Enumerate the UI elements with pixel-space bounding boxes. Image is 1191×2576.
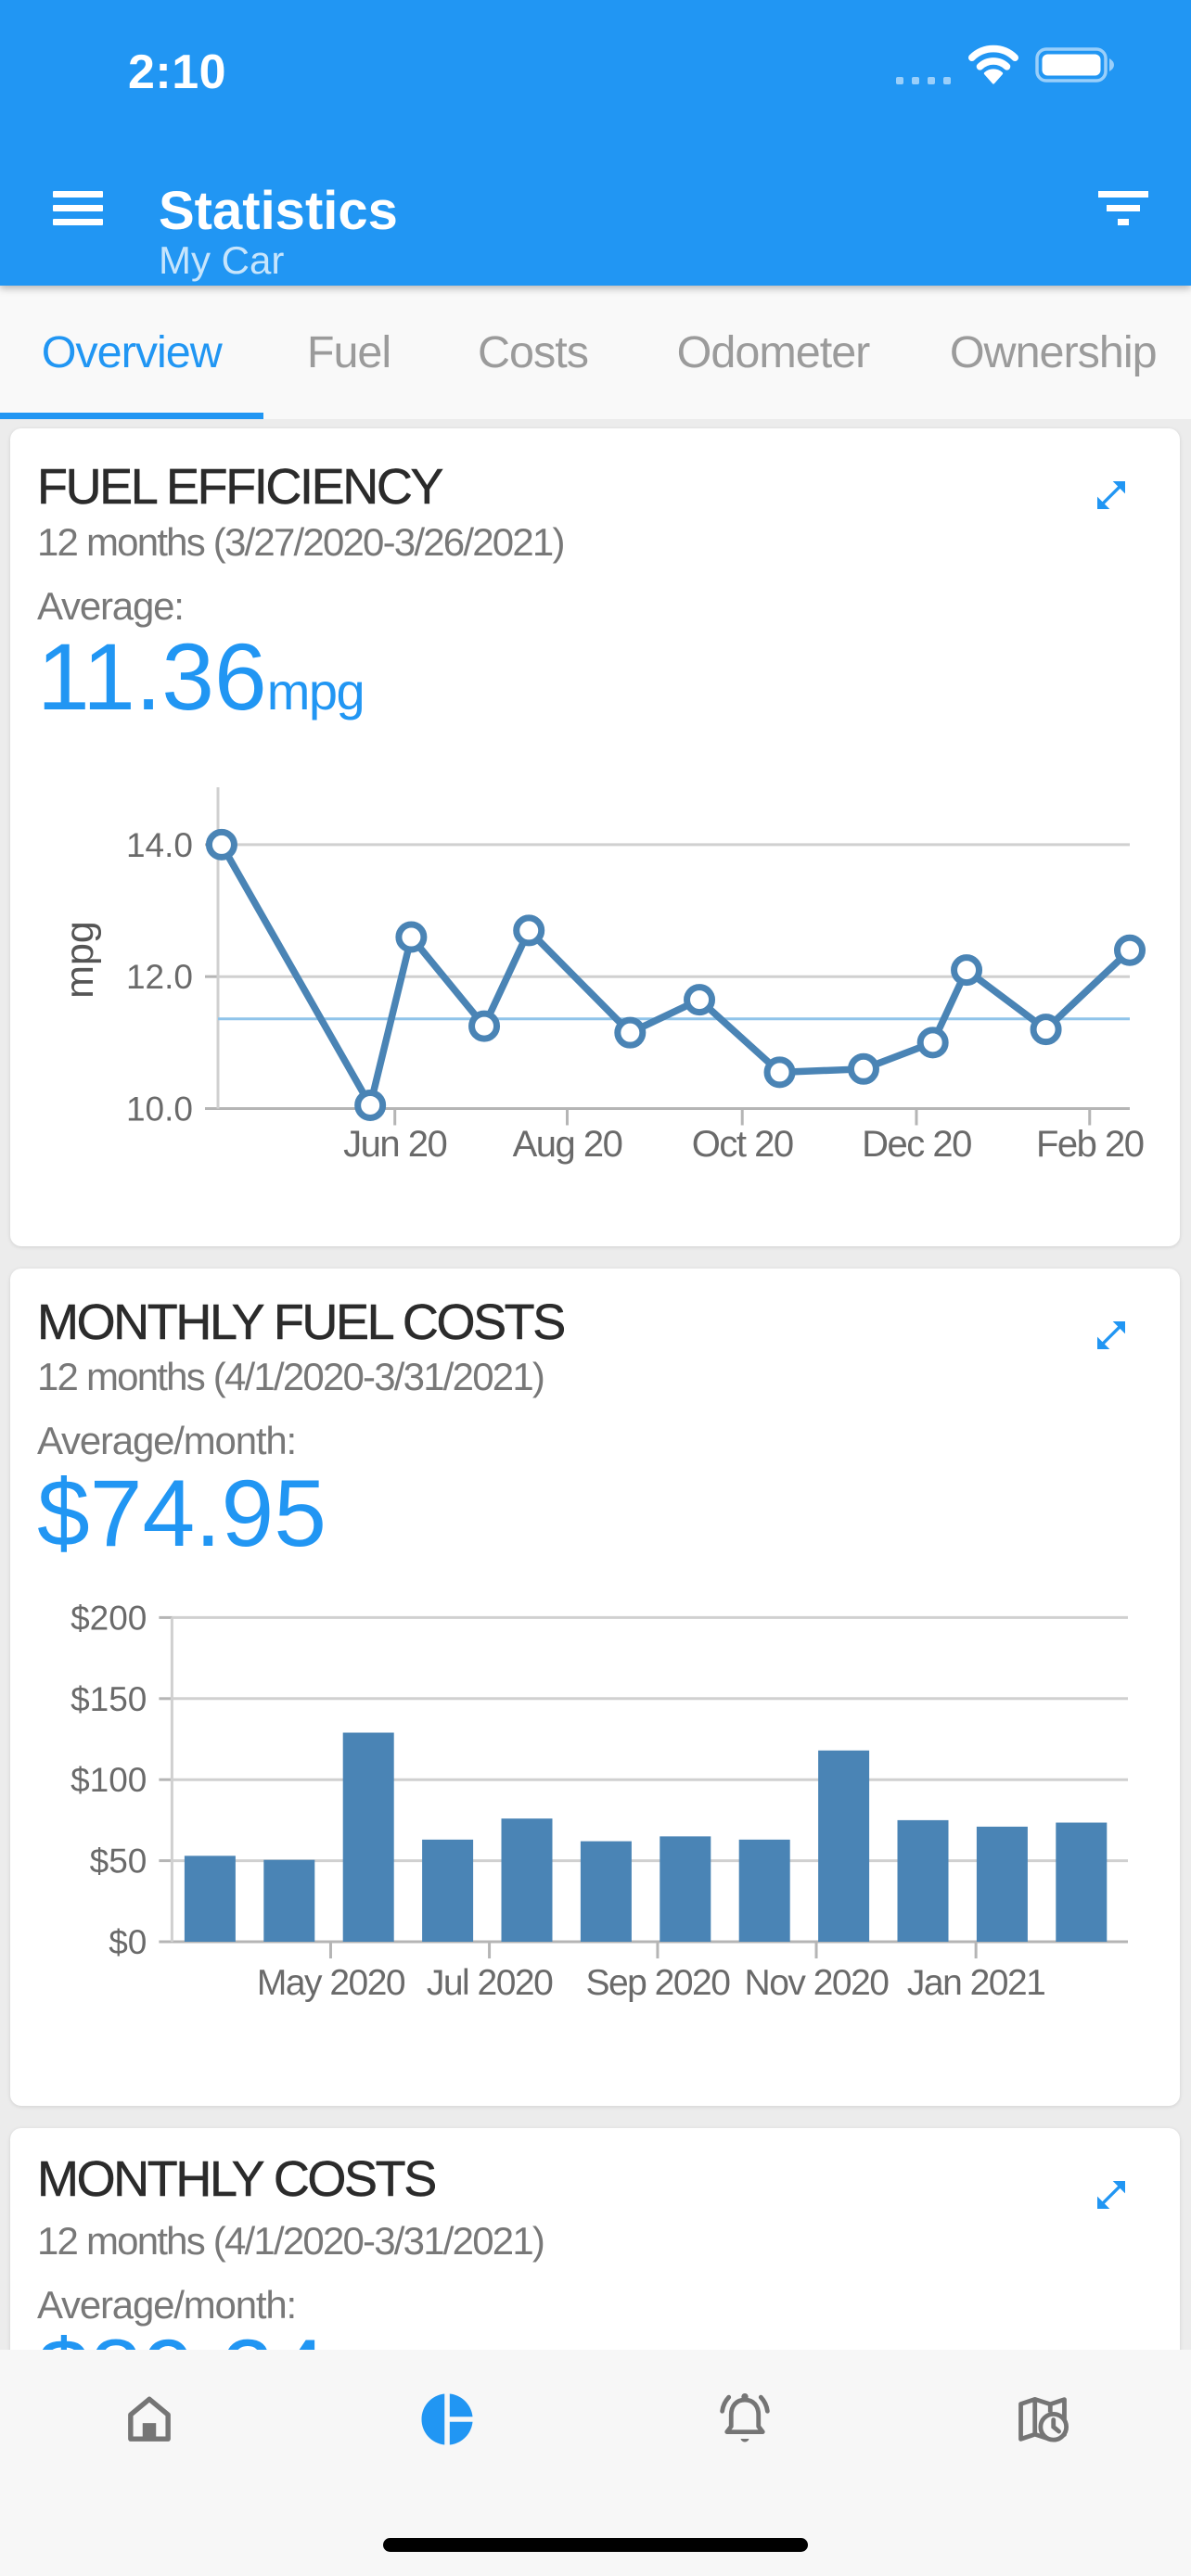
home-indicator[interactable] (383, 2538, 808, 2552)
average-label: Average/month: (37, 2283, 297, 2327)
fuel-efficiency-card: FUEL EFFICIENCY 12 months (3/27/2020-3/2… (10, 428, 1180, 1246)
average-value: $74.95 (37, 1460, 327, 1566)
nav-home-button[interactable] (0, 2350, 298, 2489)
tab-label: Ownership (949, 327, 1158, 377)
card-title: FUEL EFFICIENCY (37, 459, 444, 516)
svg-text:10.0: 10.0 (126, 1090, 193, 1129)
average-value: 11.36mpg (37, 624, 365, 730)
svg-text:Jun 20: Jun 20 (343, 1124, 446, 1165)
nav-reminders-button[interactable] (596, 2350, 893, 2489)
map-clock-icon (1018, 2397, 1069, 2442)
average-label: Average: (37, 584, 185, 628)
svg-text:mpg: mpg (58, 921, 102, 999)
svg-text:Aug 20: Aug 20 (513, 1124, 622, 1165)
svg-text:Nov 2020: Nov 2020 (745, 1963, 890, 2003)
tab-label: Odometer (676, 327, 871, 377)
menu-icon[interactable] (53, 191, 103, 226)
tab-label: Overview (41, 327, 223, 377)
unit-label: mpg (266, 662, 365, 721)
nav-statistics-button[interactable] (298, 2350, 596, 2489)
svg-text:Dec 20: Dec 20 (862, 1124, 971, 1165)
svg-text:$200: $200 (70, 1599, 147, 1637)
wifi-icon (967, 45, 1019, 84)
nav-trip-history-button[interactable] (893, 2350, 1191, 2489)
svg-text:May 2020: May 2020 (257, 1963, 405, 2003)
vehicle-name: My Car (159, 238, 285, 282)
page-title: Statistics (159, 181, 398, 241)
monthly-fuel-costs-card: MONTHLY FUEL COSTS 12 months (4/1/2020-3… (10, 1269, 1180, 2106)
svg-text:14.0: 14.0 (126, 826, 193, 864)
card-date-range: 12 months (4/1/2020-3/31/2021) (37, 1355, 545, 1398)
svg-text:$150: $150 (70, 1680, 147, 1718)
svg-text:Oct 20: Oct 20 (692, 1124, 793, 1165)
bell-icon (719, 2392, 770, 2442)
tab-bar: Overview Fuel Costs Odometer Ownership (0, 286, 1191, 419)
average-label: Average/month: (37, 1419, 297, 1462)
expand-icon[interactable] (1093, 477, 1130, 514)
card-title: MONTHLY COSTS (37, 2151, 438, 2208)
tab-overview[interactable]: Overview (0, 286, 263, 419)
svg-text:12.0: 12.0 (126, 958, 193, 996)
bottom-nav (0, 2350, 1191, 2576)
svg-text:Feb 20: Feb 20 (1036, 1124, 1144, 1165)
svg-text:Jan 2021: Jan 2021 (907, 1963, 1044, 2003)
status-time: 2:10 (128, 45, 227, 99)
svg-text:$50: $50 (90, 1843, 147, 1881)
card-date-range: 12 months (4/1/2020-3/31/2021) (37, 2219, 545, 2263)
home-icon (127, 2396, 171, 2442)
app-header: 2:10 Statistics My Car (0, 0, 1191, 286)
expand-icon[interactable] (1093, 2176, 1130, 2213)
svg-text:$0: $0 (109, 1923, 147, 1961)
tab-odometer[interactable]: Odometer (632, 286, 916, 419)
svg-text:$100: $100 (70, 1761, 147, 1799)
svg-text:Jul 2020: Jul 2020 (427, 1963, 553, 2003)
svg-text:Sep 2020: Sep 2020 (585, 1963, 730, 2003)
tab-label: Fuel (306, 327, 391, 377)
tab-costs[interactable]: Costs (435, 286, 632, 419)
fuel-efficiency-chart: 10.0 12.0 14.0 Jun 20 Aug 20 Oct 20 Dec 20 Feb … (10, 779, 1180, 1178)
monthly-fuel-costs-chart: $0 $50 $100 $150 $200 May 2020 Jul 2020 Sep 202… (10, 1595, 1180, 2012)
content-area: FUEL EFFICIENCY 12 months (3/27/2020-3/2… (0, 419, 1191, 2576)
pie-chart-icon (421, 2393, 472, 2445)
expand-icon[interactable] (1093, 1317, 1130, 1354)
filter-icon[interactable] (1097, 182, 1149, 234)
battery-icon (1035, 47, 1114, 83)
tab-fuel[interactable]: Fuel (263, 286, 435, 419)
status-icons (896, 45, 1117, 85)
card-date-range: 12 months (3/27/2020-3/26/2021) (37, 520, 565, 564)
card-title: MONTHLY FUEL COSTS (37, 1294, 567, 1351)
cellular-signal-icon (896, 76, 951, 84)
tab-label: Costs (478, 327, 589, 377)
tab-ownership[interactable]: Ownership (916, 286, 1191, 419)
